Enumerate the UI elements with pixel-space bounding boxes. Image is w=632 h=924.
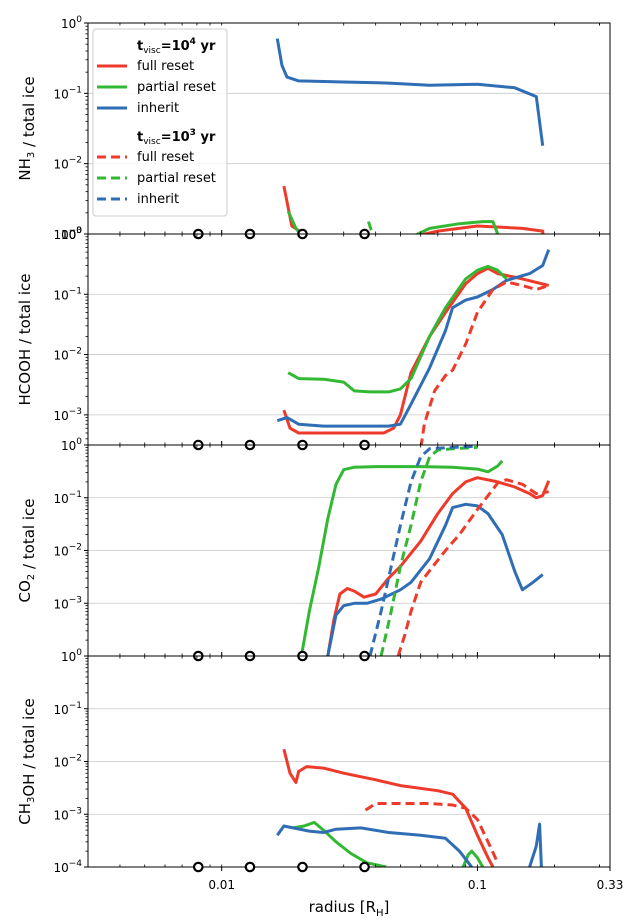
y-tick-label: 10−3: [53, 806, 82, 822]
y-tick-label: 10−1: [53, 286, 82, 302]
y-tick-label: 10−2: [53, 347, 82, 363]
y-tick-label: 10−3: [53, 226, 82, 242]
legend-box: [92, 28, 228, 217]
y-tick-label: 10−1: [53, 490, 82, 506]
series-inherit-solid-3-2: [326, 502, 544, 656]
series-full-reset-solid-1-0: [282, 185, 545, 234]
series-full-reset-solid-4-0: [282, 748, 495, 867]
series-partial-reset-solid-1-1: [286, 210, 500, 234]
legend-title-2: tvisc=103 yr: [137, 128, 216, 147]
series-full-reset-dashed-3-3: [396, 478, 549, 656]
axes-frame: [87, 233, 611, 446]
series-full-reset-dashed-4-5: [364, 802, 500, 864]
legend-label: partial reset: [137, 171, 216, 186]
y-tick-label: 10−1: [53, 85, 82, 101]
legend: tvisc=104 yr tvisc=103 yr full reset full r…: [92, 28, 228, 217]
x-tick-label: 0.1: [468, 878, 487, 892]
x-tick-label: 0.01: [208, 878, 235, 892]
series-inherit-solid-4-3: [276, 824, 473, 867]
radius-marker: [297, 861, 308, 873]
y-tick-label: 100: [61, 648, 82, 664]
series-inherit-solid-2-2: [276, 249, 551, 428]
series-partial-reset-solid-2-1: [287, 264, 508, 394]
legend-label: inherit: [137, 192, 179, 207]
series-inherit-solid-1-2: [275, 38, 545, 146]
legend-label: full reset: [137, 150, 194, 165]
radius-marker: [359, 861, 370, 873]
y-axis-label-1: NH3 / total ice: [16, 76, 38, 180]
y-tick-label: 10−3: [53, 407, 82, 423]
y-tick-label: 10−3: [53, 595, 82, 611]
radius-marker: [193, 861, 204, 873]
series-full-reset-dashed-2-3: [419, 280, 550, 445]
y-axis-label-3: CO2 / total ice: [16, 499, 38, 603]
x-axis-label: radius [RH]: [309, 898, 390, 919]
y-tick-label: 100: [61, 226, 82, 242]
y-tick-label: 10−4: [53, 859, 82, 875]
y-axis-label-4: CH3OH / total ice: [16, 698, 38, 825]
panel-2: 100 10−1 10−2 10−3 HCOOH / total ice: [16, 226, 611, 451]
series-inherit-solid-4-4: [528, 822, 543, 867]
series-full-reset-solid-2-0: [282, 266, 550, 435]
y-tick-label: 100: [61, 226, 82, 242]
legend-label: partial reset: [137, 80, 216, 95]
legend-label: full reset: [137, 59, 194, 74]
series-inherit-dashed-1-5: [371, 237, 411, 299]
y-tick-label: 100: [61, 15, 82, 31]
panel-4: 100 10−1 10−2 10−3 10−4 CH3OH / total ice: [16, 648, 611, 875]
y-tick-label: 10−2: [53, 543, 82, 559]
y-tick-label: 100: [61, 437, 82, 453]
series-partial-reset-solid-4-1: [292, 820, 387, 867]
series-partial-reset-dashed-3-4: [379, 445, 478, 656]
series-partial-reset-solid-3-1: [299, 459, 504, 656]
legend-title-1: tvisc=104 yr: [137, 37, 216, 56]
y-axis-label-2: HCOOH / total ice: [16, 274, 34, 406]
panel-3: 100 10−1 10−2 10−3 CO2 / total ice: [16, 437, 611, 662]
series-full-reset-solid-3-0: [326, 476, 551, 656]
y-tick-label: 10−2: [53, 156, 82, 172]
legend-label: inherit: [137, 101, 179, 116]
y-tick-label: 10−2: [53, 754, 82, 770]
series-inherit-dashed-3-5: [368, 445, 478, 656]
y-tick-label: 10−1: [53, 701, 82, 717]
x-tick-label: 0.33: [597, 878, 624, 892]
radius-marker: [244, 861, 256, 873]
